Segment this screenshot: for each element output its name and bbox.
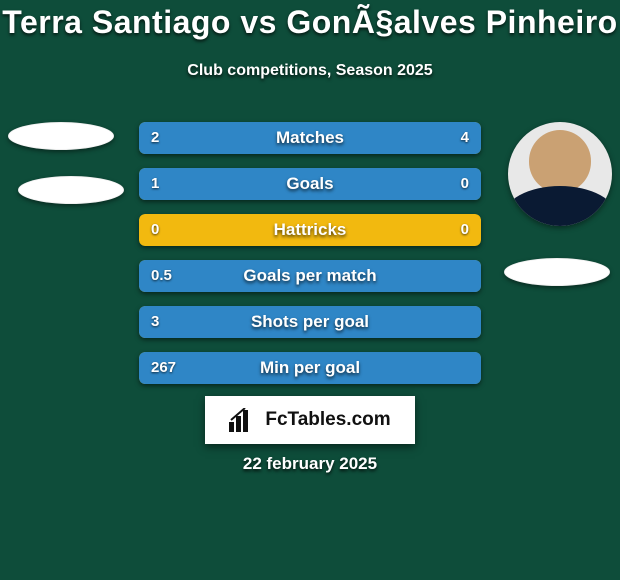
- stat-row: 267Min per goal: [139, 352, 481, 384]
- stat-label: Hattricks: [139, 214, 481, 246]
- stat-row: 3Shots per goal: [139, 306, 481, 338]
- stat-row: 0.5Goals per match: [139, 260, 481, 292]
- player-left-flag-1: [8, 122, 114, 150]
- stat-label: Min per goal: [139, 352, 481, 384]
- stat-label: Goals: [139, 168, 481, 200]
- player-left-flag-2: [18, 176, 124, 204]
- comparison-infographic: Terra Santiago vs GonÃ§alves Pinheiro Cl…: [0, 0, 620, 580]
- stat-row: 24Matches: [139, 122, 481, 154]
- stat-label: Goals per match: [139, 260, 481, 292]
- stat-label: Shots per goal: [139, 306, 481, 338]
- infographic-date: 22 february 2025: [0, 454, 620, 474]
- player-right-flag: [504, 258, 610, 286]
- stat-bars: 24Matches 10Goals 00Hattricks 0.5Goals per …: [139, 122, 481, 398]
- stat-label: Matches: [139, 122, 481, 154]
- source-badge: FcTables.com: [205, 396, 415, 444]
- page-title: Terra Santiago vs GonÃ§alves Pinheiro: [0, 4, 620, 41]
- stat-row: 10Goals: [139, 168, 481, 200]
- stat-row: 00Hattricks: [139, 214, 481, 246]
- fctables-logo-icon: [229, 408, 257, 432]
- player-right-avatar: [508, 122, 612, 226]
- subtitle: Club competitions, Season 2025: [0, 62, 620, 80]
- source-badge-text: FcTables.com: [265, 409, 390, 431]
